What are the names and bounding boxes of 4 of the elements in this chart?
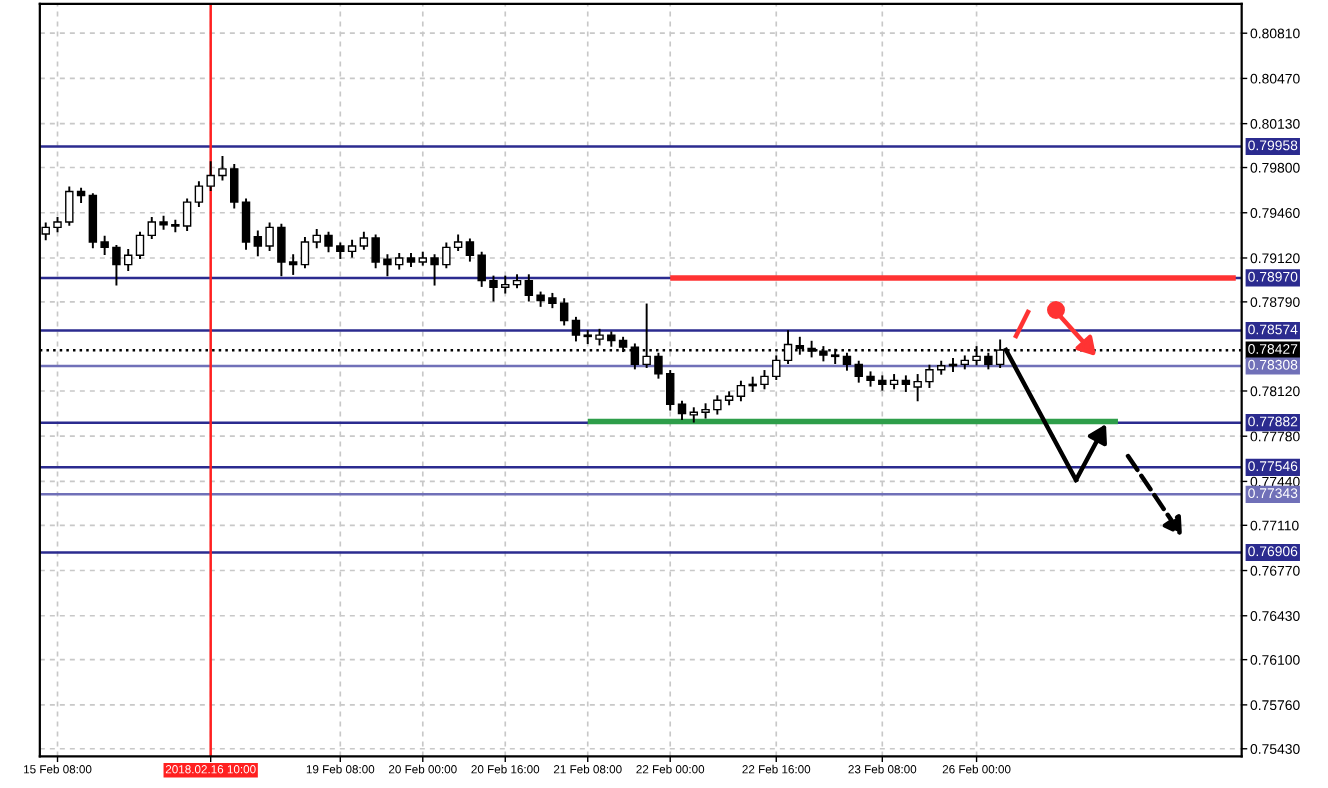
- candlestick: [241, 198, 251, 250]
- candlestick: [135, 231, 145, 259]
- candlestick: [300, 237, 310, 269]
- candlestick: [571, 316, 581, 342]
